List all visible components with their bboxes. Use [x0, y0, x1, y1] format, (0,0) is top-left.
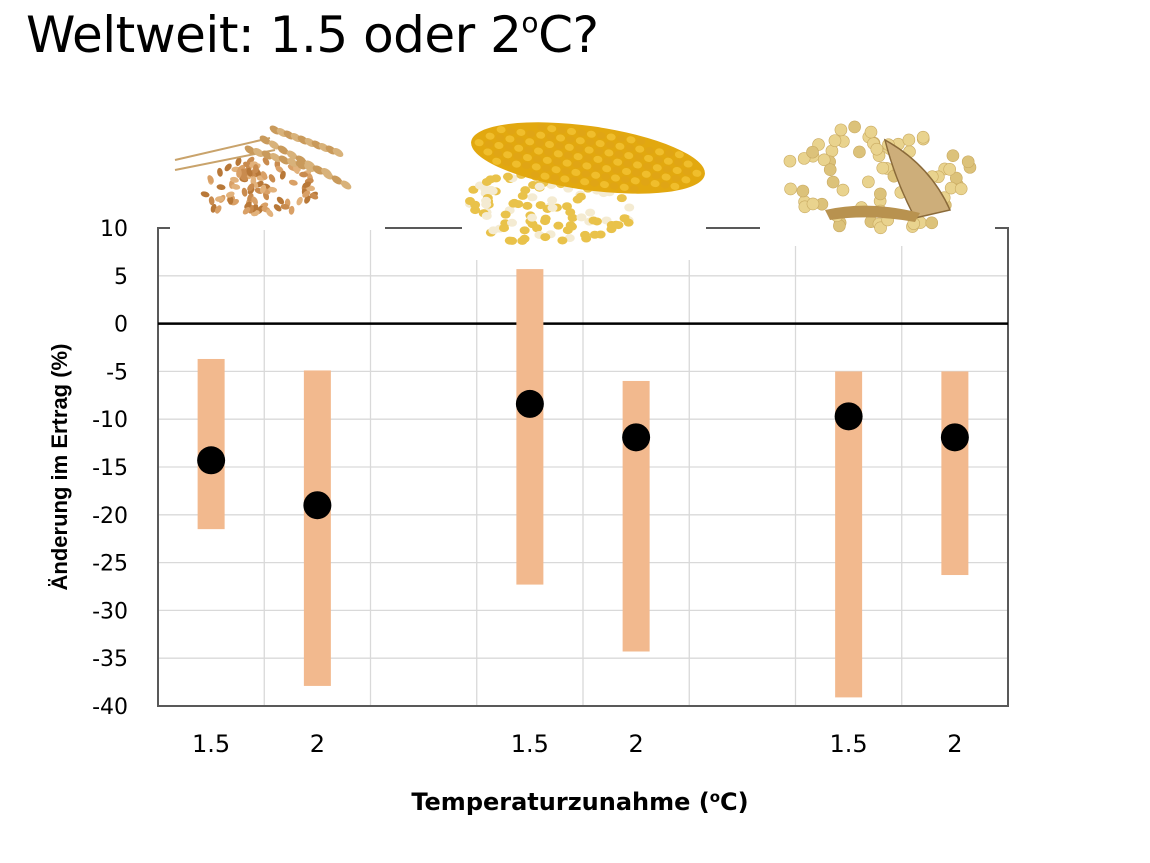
- mean-marker-mais-1.5: [515, 389, 544, 418]
- range-bar-weizen-2: [303, 370, 331, 686]
- mean-marker-mais-2: [622, 423, 651, 452]
- gridlines: [158, 227, 1008, 707]
- x-tick-label: 2: [947, 730, 962, 758]
- x-tick-label: 2: [628, 730, 643, 758]
- x-tick-label: 1.5: [511, 730, 549, 758]
- title-degree-sup: o: [521, 6, 539, 39]
- maize-image: [462, 113, 706, 260]
- y-tick-label: -15: [92, 456, 128, 481]
- y-tick-labels: 10 5 0 -5 -10 -15 -20 -25 -30 -35 -40: [92, 217, 128, 720]
- y-tick-label: -25: [92, 552, 128, 577]
- y-axis-title: Änderung im Ertrag (%): [47, 344, 72, 591]
- y-tick-label: 5: [114, 265, 128, 290]
- soybean-image: [760, 118, 995, 246]
- y-tick-label: -30: [92, 599, 128, 624]
- x-tick-label: 1.5: [192, 730, 230, 758]
- range-bar-mais-1.5: [516, 269, 544, 585]
- title-text: Weltweit: 1.5 oder 2: [26, 6, 522, 64]
- mean-marker-soja-2: [940, 423, 969, 452]
- mean-marker-soja-1.5: [834, 402, 863, 431]
- range-bar-mais-2: [622, 380, 650, 652]
- y-tick-label: -5: [106, 360, 128, 385]
- x-tick-labels: 1.5 2 1.5 2 1.5 2: [192, 730, 962, 758]
- mean-markers: [197, 389, 969, 520]
- y-tick-label: 10: [100, 217, 128, 242]
- y-tick-label: -40: [92, 695, 128, 720]
- range-bar-soja-2: [941, 371, 969, 576]
- mean-marker-weizen-2: [303, 491, 332, 520]
- y-tick-label: -35: [92, 647, 128, 672]
- title-tail: C?: [538, 6, 599, 64]
- mean-marker-weizen-1.5: [197, 446, 226, 475]
- y-tick-label: -10: [92, 408, 128, 433]
- range-bar-weizen-1.5: [197, 358, 225, 530]
- x-tick-label: 1.5: [830, 730, 868, 758]
- x-tick-label: 2: [310, 730, 325, 758]
- y-tick-label: -20: [92, 504, 128, 529]
- slide-title: Weltweit: 1.5 oder 2oC?: [26, 6, 599, 64]
- y-tick-label: 0: [114, 313, 128, 338]
- wheat-image: [170, 118, 385, 230]
- x-axis-title: Temperaturzunahme (oC): [411, 788, 748, 816]
